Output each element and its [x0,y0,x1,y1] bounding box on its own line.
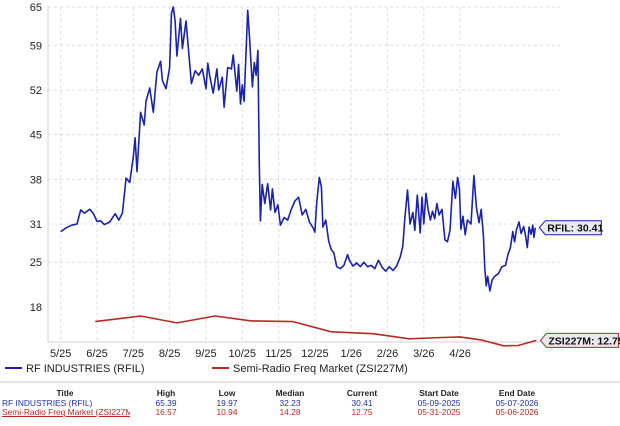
x-tick-label: 8/25 [159,348,180,360]
rfil-line [60,6,537,292]
market-line [95,315,537,347]
table-header-cell: End Date [498,388,536,398]
x-tick-label: 5/25 [50,348,71,360]
x-tick-label: 10/25 [229,348,257,360]
y-tick-label: 45 [30,130,42,142]
x-axis: 5/25 6/25 7/25 8/25 9/25 10/25 11/25 12/25 1/26 2… [50,348,471,360]
table-header-cell: Start Date [419,388,459,398]
end-labels: RFIL: 30.41 ZSI227M: 12.75 [538,220,620,348]
badge-label: ZSI227M: 12.75 [548,335,620,347]
table-cell: 05-09-2025 [417,397,461,408]
legend: RF INDUSTRIES (RFIL) Semi-Radio Freq Mark… [0,363,620,383]
x-tick-label: 6/25 [86,348,107,360]
table-header-row: Title High Low Median Current Start Date End D… [0,388,620,399]
table-header-cell: Current [346,388,378,398]
table-header-cell: Median [275,388,305,398]
x-tick-label: 2/26 [377,348,398,360]
market-end-badge: ZSI227M: 12.75 [539,332,620,348]
y-tick-label: 25 [30,257,42,269]
table-header-cell: High [156,388,176,398]
table-title-cell: RF INDUSTRIES (RFIL) [2,398,93,408]
price-chart: 18 25 31 38 45 52 59 65 5/25 6/25 7/25 8/25 9/25 10/… [0,2,620,383]
y-tick-label: 38 [30,174,42,186]
y-axis: 18 25 31 38 45 52 59 65 [30,2,42,314]
table-cell: 65.39 [155,397,177,408]
table-cell: 12.75 [351,407,373,417]
legend-label-rfil: RF INDUSTRIES (RFIL) [26,363,145,375]
legend-label-market: Semi-Radio Freq Market (ZSI227M) [233,363,408,375]
table-cell: 05-31-2025 [417,407,461,417]
y-tick-label: 18 [30,302,42,314]
table-title-cell: Semi-Radio Freq Market (ZSI227M) [2,408,130,417]
table-cell: 32.23 [279,397,301,408]
table-cell: 10.94 [216,407,238,417]
y-tick-label: 59 [30,40,42,52]
table-body: RF INDUSTRIES (RFIL) 65.39 19.97 32.23 30.41… [0,397,620,418]
table-cell: 30.41 [351,397,373,408]
table-cell: 14.28 [279,407,301,417]
badge-shape [538,220,602,236]
series-lines [60,6,537,347]
table-cell: 19.97 [216,397,238,408]
x-tick-label: 12/25 [301,348,329,360]
rfil-end-badge: RFIL: 30.41 [538,220,603,236]
table-cell: 05-07-2026 [495,397,539,408]
x-tick-label: 1/26 [340,348,361,360]
x-tick-label: 9/25 [195,348,216,360]
x-tick-label: 3/26 [413,348,434,360]
table-header-cell: Title [56,388,74,398]
y-tick-label: 52 [30,85,42,97]
legend-item-market: Semi-Radio Freq Market (ZSI227M) [212,363,408,375]
badge-label: RFIL: 30.41 [547,223,603,235]
table-cell: 05-06-2026 [495,407,539,417]
stats-table: Title High Low Median Current Start Date End D… [0,388,620,418]
x-tick-label: 11/25 [265,348,292,360]
y-tick-label: 31 [30,219,42,231]
x-tick-label: 4/26 [449,348,470,360]
legend-item-rfil: RF INDUSTRIES (RFIL) [5,363,145,375]
grid [47,6,560,343]
x-tick-label: 7/25 [123,348,144,360]
table-cell: 16.57 [155,407,177,417]
badge-shape [539,332,619,348]
table-header-cell: Low [218,388,236,398]
y-tick-label: 65 [30,2,42,14]
table-row: Semi-Radio Freq Market (ZSI227M) 16.57 10.… [0,407,620,418]
table-row: RF INDUSTRIES (RFIL) 65.39 19.97 32.23 30.41… [0,397,620,409]
